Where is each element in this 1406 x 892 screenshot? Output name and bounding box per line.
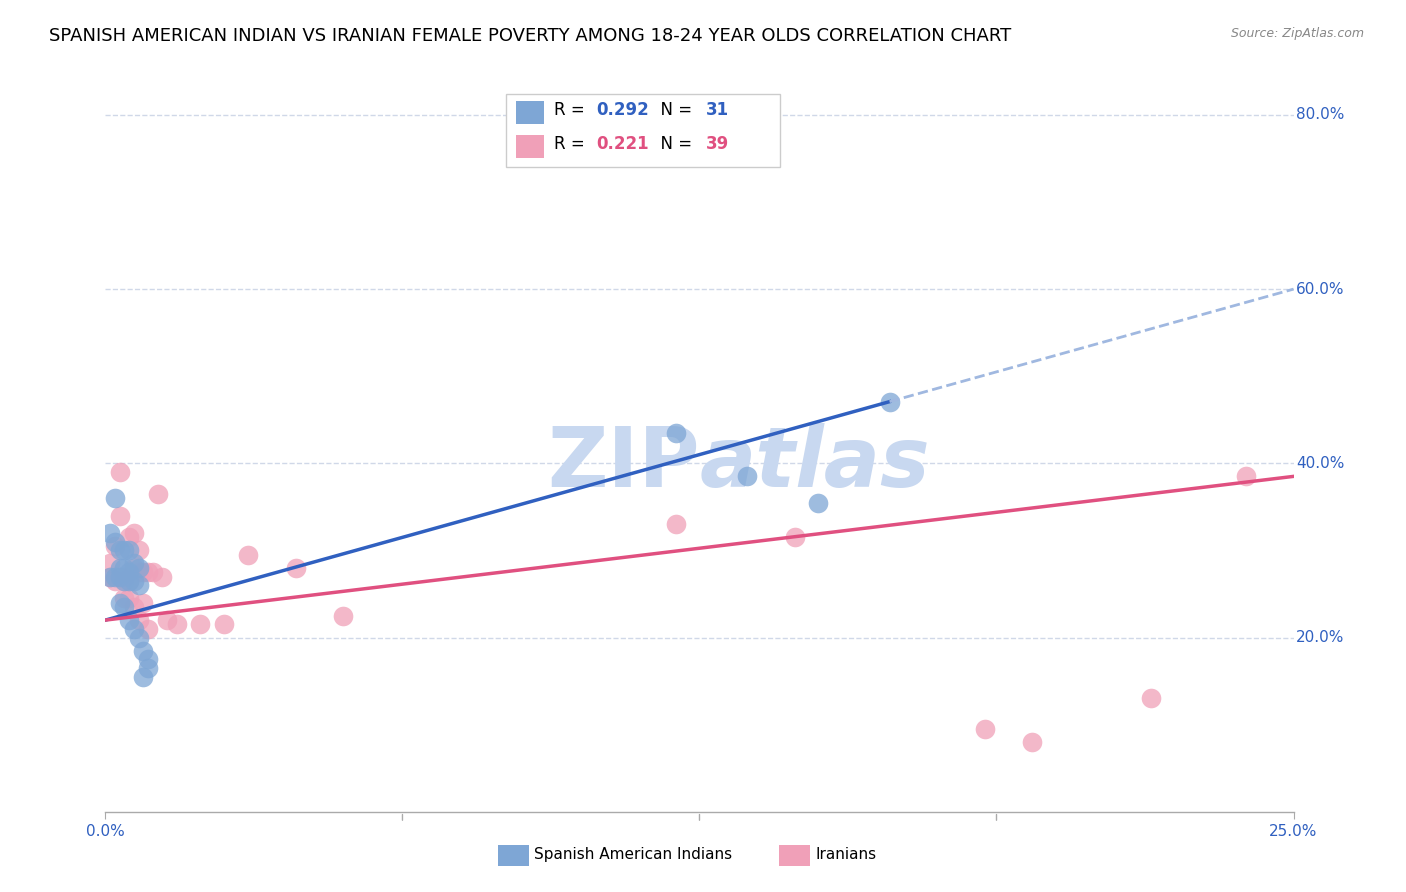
Text: 80.0%: 80.0% xyxy=(1296,107,1344,122)
Point xyxy=(108,508,131,523)
Point xyxy=(114,574,136,588)
Point xyxy=(118,574,141,588)
Point xyxy=(118,591,141,606)
Point xyxy=(136,622,159,636)
Text: atlas: atlas xyxy=(700,423,931,504)
Point xyxy=(132,565,155,579)
Text: 0.292: 0.292 xyxy=(596,101,650,119)
Point xyxy=(807,495,830,509)
Point xyxy=(665,425,688,440)
Point xyxy=(214,617,236,632)
Point xyxy=(136,652,159,666)
Point xyxy=(122,526,145,541)
Point xyxy=(98,569,121,583)
Point xyxy=(108,543,131,558)
Point xyxy=(118,613,141,627)
Point xyxy=(122,561,145,575)
Point xyxy=(108,465,131,479)
Text: N =: N = xyxy=(650,135,697,153)
Point xyxy=(128,565,150,579)
Text: 40.0%: 40.0% xyxy=(1296,456,1344,471)
Point xyxy=(114,600,136,615)
Point xyxy=(118,543,141,558)
Point xyxy=(108,569,131,583)
Text: Source: ZipAtlas.com: Source: ZipAtlas.com xyxy=(1230,27,1364,40)
Point xyxy=(128,561,150,575)
Point xyxy=(284,561,307,575)
Point xyxy=(122,600,145,615)
Point xyxy=(332,608,354,623)
Point xyxy=(104,491,127,505)
Point xyxy=(128,613,150,627)
Text: R =: R = xyxy=(554,135,591,153)
Point xyxy=(104,569,127,583)
Point xyxy=(128,578,150,592)
Point xyxy=(190,617,212,632)
Point xyxy=(122,622,145,636)
Point xyxy=(122,574,145,588)
Point xyxy=(98,569,121,583)
Point xyxy=(108,561,131,575)
Point xyxy=(142,565,165,579)
Text: R =: R = xyxy=(554,101,591,119)
Text: Iranians: Iranians xyxy=(815,847,876,862)
Point xyxy=(1021,735,1043,749)
Text: Spanish American Indians: Spanish American Indians xyxy=(534,847,733,862)
Point xyxy=(128,543,150,558)
Point xyxy=(98,557,121,571)
Point xyxy=(132,670,155,684)
Point xyxy=(122,557,145,571)
Point xyxy=(114,561,136,575)
Point xyxy=(98,526,121,541)
Point xyxy=(118,530,141,544)
Text: SPANISH AMERICAN INDIAN VS IRANIAN FEMALE POVERTY AMONG 18-24 YEAR OLDS CORRELAT: SPANISH AMERICAN INDIAN VS IRANIAN FEMAL… xyxy=(49,27,1011,45)
Point xyxy=(118,565,141,579)
Point xyxy=(128,631,150,645)
Point xyxy=(104,534,127,549)
Text: ZIP: ZIP xyxy=(547,423,700,504)
Text: 20.0%: 20.0% xyxy=(1296,630,1344,645)
Point xyxy=(146,487,169,501)
Point xyxy=(236,548,259,562)
Point xyxy=(783,530,806,544)
Point xyxy=(136,661,159,675)
Point xyxy=(114,543,136,558)
Point xyxy=(118,574,141,588)
Point xyxy=(132,643,155,657)
Point xyxy=(1140,691,1163,706)
Point xyxy=(156,613,179,627)
Point xyxy=(108,596,131,610)
Text: 60.0%: 60.0% xyxy=(1296,282,1344,297)
Point xyxy=(973,722,995,736)
Point xyxy=(104,574,127,588)
Point xyxy=(665,517,688,532)
Text: 31: 31 xyxy=(706,101,728,119)
Point xyxy=(114,574,136,588)
Text: 39: 39 xyxy=(706,135,730,153)
Point xyxy=(114,591,136,606)
Point xyxy=(735,469,758,483)
Point xyxy=(152,569,174,583)
Point xyxy=(1234,469,1257,483)
Point xyxy=(132,596,155,610)
Point xyxy=(879,395,901,409)
Point xyxy=(136,565,159,579)
Point xyxy=(166,617,188,632)
Point xyxy=(108,569,131,583)
Text: N =: N = xyxy=(650,101,697,119)
Point xyxy=(114,569,136,583)
Point xyxy=(104,539,127,553)
Text: 0.221: 0.221 xyxy=(596,135,648,153)
